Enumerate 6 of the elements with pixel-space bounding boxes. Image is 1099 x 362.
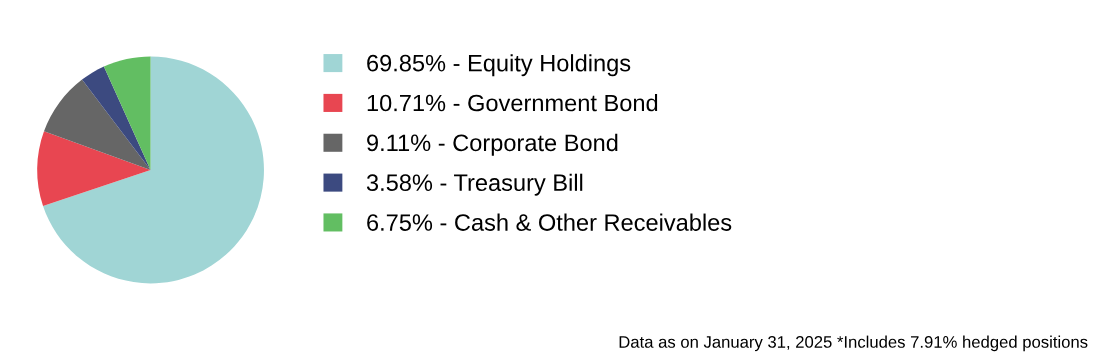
- legend-label: 3.58% - Treasury Bill: [366, 173, 583, 196]
- legend-label: 69.85% - Equity Holdings: [367, 54, 631, 77]
- legend-label: 9.11% - Corporate Bond: [367, 133, 618, 156]
- legend-label: 6.75% - Cash & Other Receivables: [367, 213, 732, 231]
- legend-label: 10.71% - Government Bond: [367, 94, 658, 112]
- text: Data as on January 31, 2025 *Includes 7.91% hedged positions: [619, 335, 1088, 352]
